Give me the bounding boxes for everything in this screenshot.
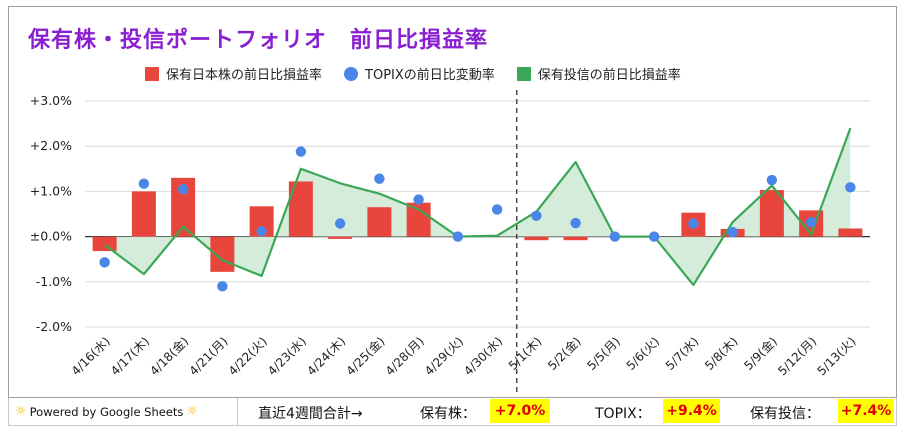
topix-point xyxy=(491,204,503,215)
x-tick-label: 4/17(木) xyxy=(108,334,152,378)
legend-swatch-bar xyxy=(145,66,159,81)
fund-area xyxy=(104,128,851,285)
topix-point xyxy=(727,226,738,238)
x-tick-label: 4/25(金) xyxy=(343,334,388,379)
stock-bar xyxy=(131,191,156,237)
legend-label-topix: TOPIXの前日比変動率 xyxy=(365,68,495,83)
x-tick-label: 4/30(水) xyxy=(461,334,505,378)
y-tick-label: +3.0% xyxy=(30,93,72,108)
x-tick-label: 5/2(金) xyxy=(544,334,583,373)
topix-point xyxy=(648,231,660,242)
x-tick-label: 5/6(火) xyxy=(624,334,663,373)
stock-bar xyxy=(406,202,431,237)
x-tick-label: 4/23(水) xyxy=(265,334,309,378)
x-tick-label: 4/22(火) xyxy=(226,334,270,378)
topix-point xyxy=(766,174,778,186)
stock-bar xyxy=(328,236,353,239)
chart-title: 保有株・投信ポートフォリオ 前日比損益率 xyxy=(28,28,489,53)
x-tick-label: 4/24(木) xyxy=(304,334,348,378)
powered-by: ☼ Powered by Google Sheets ☼ xyxy=(15,404,198,419)
y-tick-label: -1.0% xyxy=(36,274,72,289)
legend-item-topix: TOPIXの前日比変動率 xyxy=(344,64,495,83)
topix-total-value: +9.4% xyxy=(663,399,720,423)
stock-bar xyxy=(92,236,117,252)
topix-point xyxy=(295,146,307,157)
stock-bar xyxy=(838,228,863,237)
topix-point xyxy=(217,281,228,292)
fund-line xyxy=(103,127,852,287)
topix-point xyxy=(99,257,110,268)
topix-point xyxy=(177,183,189,195)
footer-divider xyxy=(237,398,238,426)
topix-point xyxy=(138,178,150,189)
summary-label: 直近4週間合計→ xyxy=(258,406,363,422)
legend-label-funds: 保有投信の前日比損益率 xyxy=(537,68,681,83)
x-tick-label: 4/21(月) xyxy=(186,334,230,378)
x-tick-label: 4/29(火) xyxy=(422,334,466,378)
topix-point xyxy=(374,173,385,184)
x-tick-label: 5/8(木) xyxy=(702,334,741,373)
x-tick-label: 5/7(水) xyxy=(663,334,702,373)
chart-plot: +3.0%+2.0%+1.0%±0.0%-1.0%-2.0%4/16(水)4/1… xyxy=(30,90,870,395)
topix-point xyxy=(256,225,267,237)
legend-swatch-dot xyxy=(344,66,359,81)
fund-total-value: +7.4% xyxy=(838,399,894,423)
x-tick-label: 4/16(水) xyxy=(69,334,113,378)
sun-icon: ☼ xyxy=(15,404,27,419)
x-tick-label: 5/13(火) xyxy=(814,334,858,378)
x-tick-label: 4/18(金) xyxy=(146,334,191,379)
legend-swatch-line xyxy=(516,66,531,81)
x-tick-label: 5/1(木) xyxy=(506,334,545,373)
stock-total-value: +7.0% xyxy=(490,399,550,423)
topix-point xyxy=(334,218,346,229)
topix-point xyxy=(845,182,856,193)
sun-icon: ☼ xyxy=(186,404,199,419)
topix-point xyxy=(609,231,621,242)
x-tick-label: 5/9(金) xyxy=(741,334,780,373)
y-tick-label: +2.0% xyxy=(30,138,72,153)
legend-item-stocks: 保有日本株の前日比損益率 xyxy=(145,64,322,83)
stock-bar xyxy=(524,236,549,241)
topix-total-label: TOPIX： xyxy=(595,406,651,422)
x-tick-label: 5/12(月) xyxy=(775,334,819,378)
stock-bar xyxy=(759,190,784,237)
x-tick-label: 4/28(月) xyxy=(383,334,427,378)
topix-point xyxy=(413,194,424,205)
x-tick-label: 5/5(月) xyxy=(584,334,623,373)
stock-bar xyxy=(563,236,588,241)
y-tick-label: ±0.0% xyxy=(30,229,72,244)
topix-point xyxy=(531,210,542,222)
legend-label-stocks: 保有日本株の前日比損益率 xyxy=(166,68,323,83)
y-tick-label: +1.0% xyxy=(30,183,72,198)
fund-total-label: 保有投信： xyxy=(750,406,820,422)
topix-point xyxy=(452,231,464,242)
summary-footer: ☼ Powered by Google Sheets ☼ 直近4週間合計→ 保有… xyxy=(8,398,897,426)
topix-point xyxy=(570,217,581,229)
topix-point xyxy=(805,216,817,228)
topix-point xyxy=(688,218,699,229)
stock-bar xyxy=(367,207,392,237)
stock-total-label: 保有株： xyxy=(420,406,476,422)
powered-by-text: Powered by Google Sheets xyxy=(29,404,184,419)
legend-item-funds: 保有投信の前日比損益率 xyxy=(516,64,681,83)
y-tick-label: -2.0% xyxy=(36,319,72,334)
chart-legend: 保有日本株の前日比損益率 TOPIXの前日比変動率 保有投信の前日比損益率 xyxy=(145,64,681,83)
